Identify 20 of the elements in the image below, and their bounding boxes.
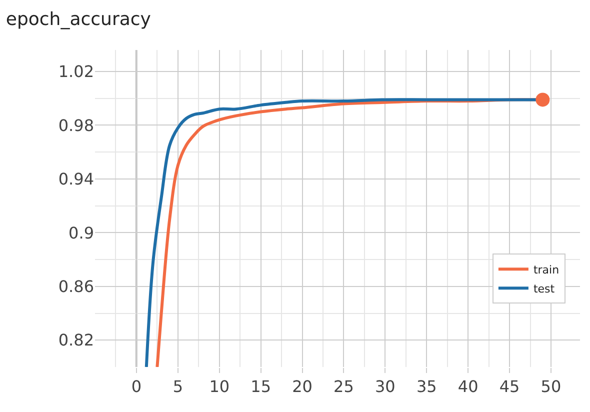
x-tick-label: 35 — [416, 377, 437, 396]
chart-title: epoch_accuracy — [6, 8, 152, 30]
y-tick-label: 1.02 — [58, 62, 94, 82]
x-tick-label: 20 — [292, 377, 312, 396]
legend-label: train — [533, 263, 560, 276]
x-tick-label: 25 — [334, 377, 354, 396]
x-tick-label: 15 — [250, 377, 271, 396]
x-tick-label: 45 — [499, 377, 520, 396]
legend-label: test — [533, 282, 556, 296]
y-tick-label: 0.94 — [58, 170, 94, 189]
y-tick-label: 0.86 — [58, 277, 94, 296]
y-tick-label: 0.82 — [58, 330, 94, 350]
y-tick-label: 0.9 — [68, 223, 94, 242]
y-tick-label: 0.98 — [58, 116, 94, 135]
x-tick-label: 10 — [209, 377, 230, 396]
x-tick-label: 30 — [374, 377, 396, 396]
x-tick-label: 0 — [131, 377, 142, 396]
x-tick-label: 5 — [172, 377, 184, 396]
x-tick-label: 40 — [458, 377, 478, 396]
x-tick-label: 50 — [540, 377, 562, 396]
